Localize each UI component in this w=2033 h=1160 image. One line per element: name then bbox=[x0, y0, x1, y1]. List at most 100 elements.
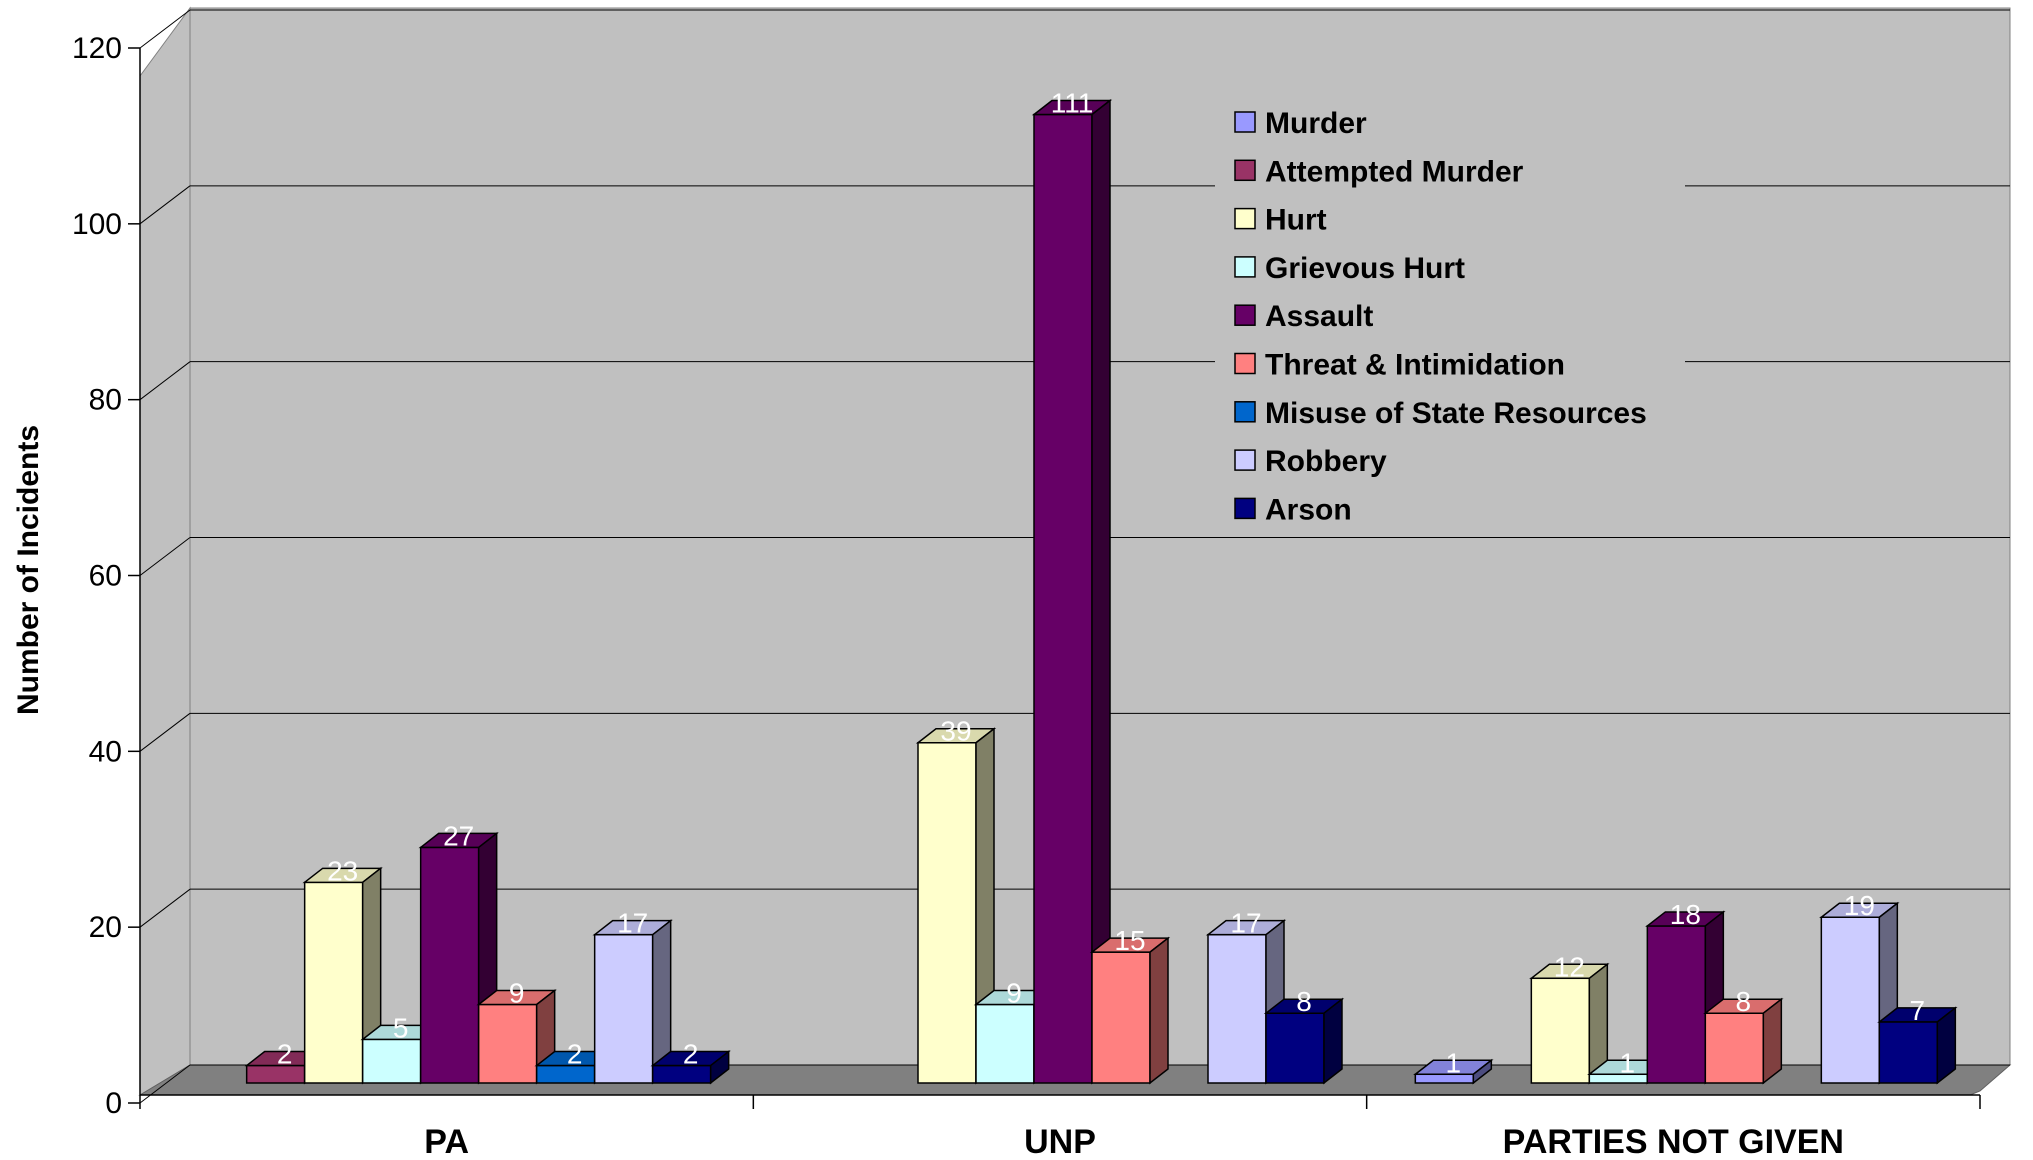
bar-side bbox=[1936, 1006, 1957, 1085]
data-label: 17 bbox=[1230, 908, 1261, 939]
legend-label: Hurt bbox=[1265, 204, 1327, 237]
bar-front bbox=[1414, 1073, 1475, 1084]
bar-front bbox=[1033, 113, 1093, 1084]
bar-front bbox=[535, 1064, 596, 1084]
legend-swatch bbox=[1234, 111, 1256, 133]
data-label: 18 bbox=[1670, 899, 1701, 930]
data-label: 27 bbox=[443, 820, 474, 851]
y-tick-label: 0 bbox=[105, 1087, 122, 1120]
x-category-label: PA bbox=[424, 1123, 469, 1160]
data-label: 9 bbox=[1006, 977, 1022, 1008]
data-label: 9 bbox=[509, 977, 525, 1008]
gridline-side bbox=[139, 1064, 191, 1104]
bar-front bbox=[477, 1003, 538, 1084]
bar bbox=[1529, 962, 1610, 1085]
y-tick-label: 60 bbox=[89, 560, 122, 593]
bar-front bbox=[593, 933, 654, 1084]
bar-front bbox=[361, 1038, 422, 1084]
legend-item: Arson bbox=[1234, 493, 1352, 526]
data-label: 111 bbox=[1051, 88, 1094, 119]
bar bbox=[302, 866, 383, 1085]
bar-side bbox=[1762, 997, 1783, 1085]
legend-box bbox=[1215, 95, 1685, 530]
bar-front bbox=[303, 881, 364, 1084]
legend-swatch bbox=[1234, 401, 1256, 423]
bar-front bbox=[651, 1064, 712, 1084]
bar bbox=[476, 988, 557, 1085]
legend: Murder Attempted Murder Hurt Grievous Hurt A… bbox=[1215, 95, 1685, 530]
bar-front bbox=[975, 1003, 1035, 1084]
data-label: 2 bbox=[567, 1039, 583, 1070]
legend-swatch bbox=[1234, 352, 1256, 375]
legend-item: Attempted Murder bbox=[1234, 155, 1524, 188]
gridline-side bbox=[139, 888, 191, 928]
legend-label: Threat & Intimidation bbox=[1265, 349, 1565, 382]
bar bbox=[592, 919, 673, 1085]
x-category-label: UNP bbox=[1024, 1123, 1096, 1160]
axes: 0 20 40 60 80 100 120 PA UNP PARTIES NOT GIVEN bbox=[72, 32, 1981, 1160]
legend-swatch bbox=[1234, 159, 1256, 182]
gridline-side bbox=[139, 9, 191, 49]
y-axis-label: Number of Incidents bbox=[12, 425, 45, 715]
legend-swatch bbox=[1234, 256, 1256, 278]
y-tick-label: 120 bbox=[72, 32, 122, 65]
legend-item: Hurt bbox=[1234, 204, 1327, 237]
bar-front bbox=[245, 1064, 306, 1084]
bar-front bbox=[1530, 977, 1591, 1084]
y-tick-label: 80 bbox=[89, 384, 122, 417]
x-category-label: PARTIES NOT GIVEN bbox=[1503, 1123, 1844, 1160]
legend-item: Robbery bbox=[1234, 445, 1387, 478]
data-label: 5 bbox=[393, 1012, 409, 1043]
bar-front bbox=[1091, 951, 1151, 1084]
gridline-side bbox=[139, 361, 191, 401]
y-tick-label: 100 bbox=[72, 208, 122, 241]
legend-item: Assault bbox=[1234, 300, 1373, 333]
legend-item: Misuse of State Resources bbox=[1234, 397, 1647, 430]
gridline-side bbox=[139, 712, 191, 752]
side-wall bbox=[139, 6, 191, 1096]
legend-swatch bbox=[1234, 207, 1256, 230]
bar bbox=[1703, 997, 1784, 1085]
bar-front bbox=[419, 846, 480, 1084]
gridline-side bbox=[139, 185, 191, 225]
legend-label: Arson bbox=[1265, 493, 1352, 526]
data-label: 1 bbox=[1620, 1047, 1636, 1078]
bar-side bbox=[1472, 1058, 1493, 1085]
legend-item: Threat & Intimidation bbox=[1234, 349, 1565, 382]
bar bbox=[650, 1050, 731, 1085]
data-label: 39 bbox=[940, 716, 971, 747]
data-label: 19 bbox=[1844, 890, 1875, 921]
legend-item: Murder bbox=[1234, 107, 1367, 140]
bar-front bbox=[1265, 1012, 1325, 1084]
legend-label: Grievous Hurt bbox=[1265, 252, 1465, 285]
bar-front bbox=[1646, 925, 1707, 1084]
data-label: 17 bbox=[617, 908, 648, 939]
data-label: 8 bbox=[1736, 986, 1752, 1017]
data-label: 2 bbox=[683, 1039, 699, 1070]
bars bbox=[244, 98, 1958, 1085]
bar-front bbox=[1820, 916, 1881, 1084]
gridline-side bbox=[139, 537, 191, 576]
data-label: 23 bbox=[327, 855, 358, 886]
bar bbox=[1413, 1058, 1494, 1085]
bar-front bbox=[917, 741, 977, 1084]
bar-side bbox=[1091, 98, 1111, 1085]
bar bbox=[1877, 1006, 1958, 1085]
bar-front bbox=[1878, 1021, 1939, 1084]
bar-side bbox=[1149, 936, 1169, 1085]
data-label: 12 bbox=[1554, 951, 1585, 982]
y-tick-label: 40 bbox=[89, 735, 122, 768]
data-label: 8 bbox=[1296, 986, 1312, 1017]
bar-front bbox=[1588, 1073, 1649, 1084]
bar-side bbox=[709, 1050, 730, 1085]
legend-swatch bbox=[1234, 304, 1256, 326]
bar-front bbox=[1207, 933, 1267, 1084]
bar bbox=[1031, 98, 1113, 1085]
legend-label: Murder bbox=[1265, 107, 1367, 140]
legend-label: Assault bbox=[1265, 300, 1373, 333]
legend-label: Attempted Murder bbox=[1265, 155, 1524, 188]
y-tick-label: 20 bbox=[89, 911, 122, 944]
legend-item: Grievous Hurt bbox=[1234, 252, 1465, 285]
bar-front bbox=[1704, 1012, 1765, 1084]
